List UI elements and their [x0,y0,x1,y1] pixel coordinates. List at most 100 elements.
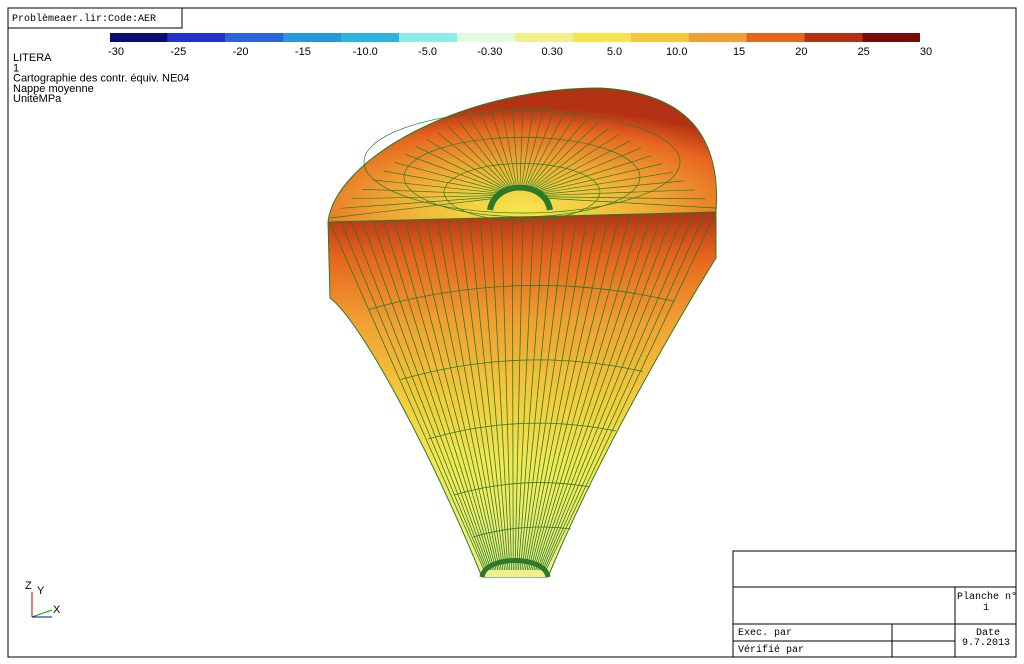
info-line: Nappe moyenne [13,83,94,95]
mesh-line [361,221,490,571]
model [327,87,718,578]
mesh-line [437,132,507,188]
legend-label: -25 [170,46,186,58]
legend-label: -30 [108,46,124,58]
legend-swatch [572,33,631,42]
y-axis [31,609,53,618]
mesh-line [525,107,556,185]
legend-swatch [804,33,863,42]
mesh-ring [400,359,644,380]
mesh-line [436,219,502,571]
info-line: UnitéMPa [13,93,62,105]
mesh-line [535,213,653,571]
mesh-line [383,220,493,571]
mesh-line [532,122,599,187]
legend-label: -20 [233,46,249,58]
mesh-ring [443,163,601,221]
mesh-line [447,126,508,187]
mesh-line [340,221,487,571]
mesh-line [540,171,674,194]
mesh-line [537,147,642,191]
mesh-line [511,105,519,185]
legend-label: -0.30 [477,46,502,58]
mesh-line [479,218,509,571]
info-line: 1 [13,62,19,74]
mesh-line [545,211,717,571]
mesh-line [541,180,684,195]
legend-swatch [225,33,284,42]
mesh-line [530,117,588,187]
mesh-line [426,219,500,571]
date: 9.7.2013 [962,638,1010,649]
checked-by: Vérifié par [738,644,804,656]
legend-swatch [341,33,400,42]
legend-label: -10.0 [353,46,378,58]
mesh-line [426,138,505,189]
mesh-line [531,214,631,571]
x-label: X [53,604,61,616]
mesh-line [469,116,512,186]
mesh-line [351,221,488,571]
mesh-line [535,133,620,189]
mesh-line [524,215,588,571]
mesh-line [527,110,567,186]
mesh-line [530,214,620,571]
mesh-line [541,196,706,200]
legend-label: 25 [858,46,870,58]
mesh-line [393,220,495,571]
mesh-line [533,127,609,188]
mesh-line [540,212,685,571]
mesh-ring [368,285,676,310]
mesh-line [514,216,524,571]
mesh-line [372,179,500,194]
mesh-line [526,214,599,571]
mesh-line [372,220,492,571]
legend-swatch [283,33,342,42]
file-box [7,7,183,29]
legend-swatch [110,33,168,42]
legend-label: 15 [733,46,745,58]
mesh-line [458,120,510,187]
hub [487,184,553,211]
mesh-line [529,113,577,186]
mesh-line [468,218,507,571]
axis-triad: Z Y X [25,580,61,618]
legend-label: -5.0 [418,46,437,58]
outer-frame [7,7,1017,658]
legend-label: 5.0 [607,46,622,58]
legend-label: 30 [920,46,932,58]
mesh-line [528,214,610,571]
mesh-line [521,105,535,185]
sheet-number: 1 [983,603,989,614]
cap-surface [327,87,718,223]
color-legend: -30 -25 -20 -15 -10.0 -5.0 -0.30 0.30 5.0 10.0 15 2… [108,33,932,58]
legend-label: -15 [295,46,311,58]
mesh-line [538,212,674,571]
mesh-line [541,189,695,196]
mesh-line [404,219,497,571]
legend-swatch [515,33,573,42]
mesh-line [537,213,663,571]
mesh-line [541,197,717,209]
mesh-line [542,212,695,571]
mesh-line [536,140,631,190]
mesh-ring [428,422,616,440]
legend-swatch [688,33,747,42]
sheet-label: Planche n° [957,591,1017,603]
mesh-line [523,215,578,571]
mesh-line [329,221,485,571]
info-line: Cartographie des contr. équiv. NE04 [13,73,190,85]
mesh-line [533,213,642,571]
legend-swatch [167,33,226,42]
title-block-frame [732,550,1017,658]
mesh-ring [403,136,641,218]
mesh-line [415,146,504,190]
mesh-line [458,218,506,571]
mesh-line [394,161,502,192]
legend-label: 10.0 [666,46,687,58]
mesh-line [521,215,567,571]
y-label: Y [37,585,45,597]
executed-by: Exec. par [738,628,792,639]
